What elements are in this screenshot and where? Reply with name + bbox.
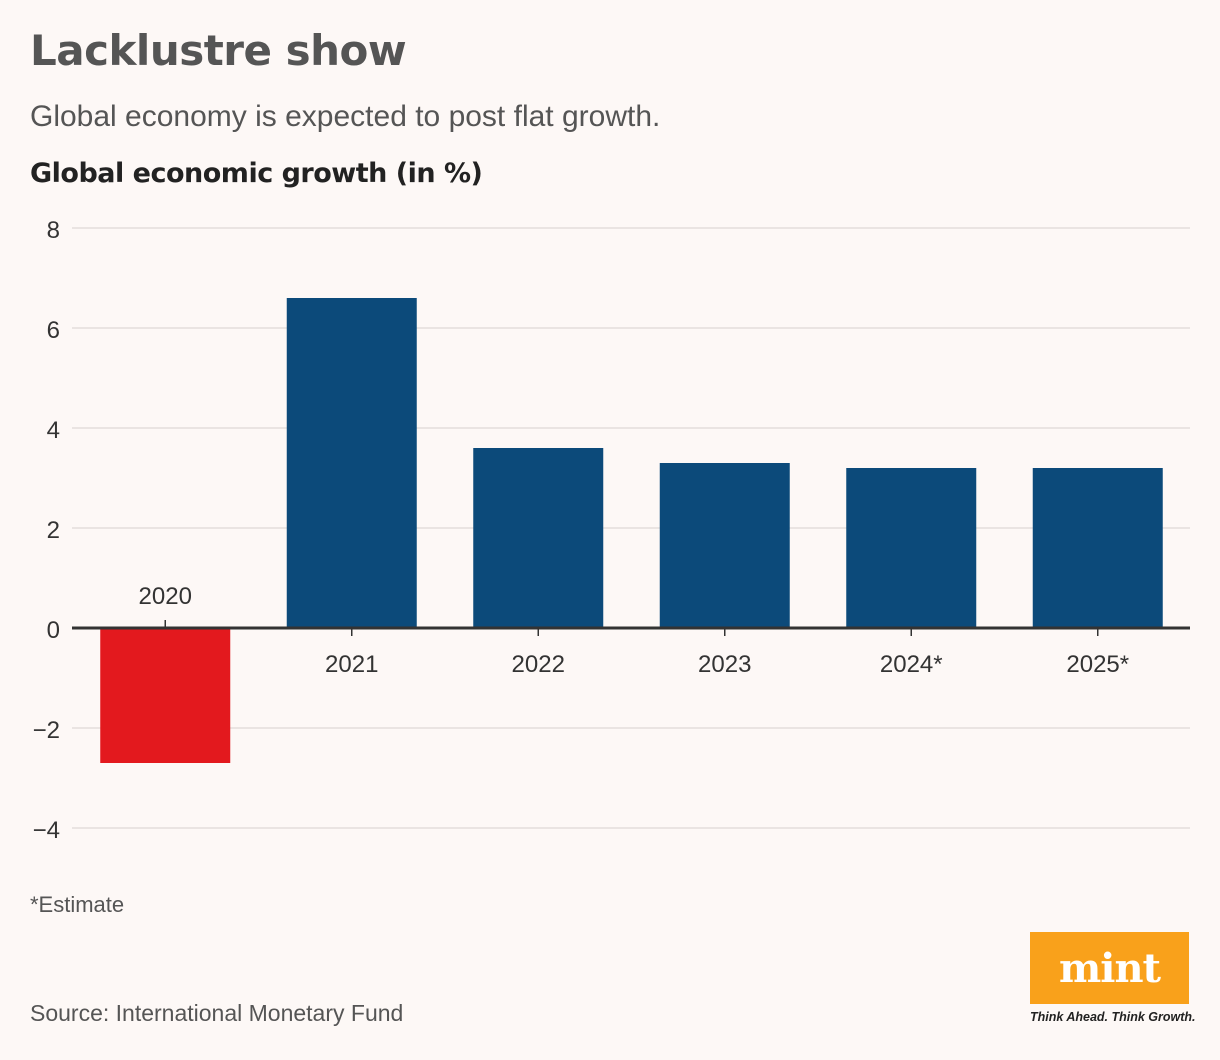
bar	[473, 448, 604, 628]
y-tick-label: −2	[33, 717, 60, 744]
bar	[1032, 468, 1163, 628]
x-tick-label: 2021	[325, 651, 378, 678]
bar	[100, 628, 231, 763]
y-tick-label: 2	[47, 517, 60, 544]
y-tick-label: 4	[47, 417, 60, 444]
chart-subtitle: Global economy is expected to post flat …	[30, 100, 661, 133]
estimate-note: *Estimate	[30, 892, 125, 917]
y-tick-label: 0	[47, 617, 60, 644]
y-tick-label: 8	[47, 217, 60, 244]
mint-logo: mint	[1030, 932, 1189, 1004]
y-tick-label: 6	[47, 317, 60, 344]
x-tick-label: 2023	[698, 651, 751, 678]
logo-tagline: Think Ahead. Think Growth.	[1030, 1010, 1196, 1024]
x-tick-label: 2022	[512, 651, 565, 678]
x-tick-label: 2020	[139, 583, 192, 610]
logo-word: mint	[1058, 944, 1161, 992]
x-tick-label: 2024*	[880, 651, 943, 678]
x-tick-label: 2025*	[1066, 651, 1129, 678]
source-note: Source: International Monetary Fund	[30, 1000, 404, 1026]
y-tick-label: −4	[33, 817, 60, 844]
y-axis-label: Global economic growth (in %)	[30, 158, 483, 189]
chart-title: Lacklustre show	[30, 26, 407, 75]
bar	[659, 463, 790, 628]
bar	[846, 468, 977, 628]
bar-chart: 8 6 4 2 0 −2 −4 2020 2021 2022 2023 2024* 2025*	[33, 217, 1190, 844]
bar	[286, 298, 417, 628]
